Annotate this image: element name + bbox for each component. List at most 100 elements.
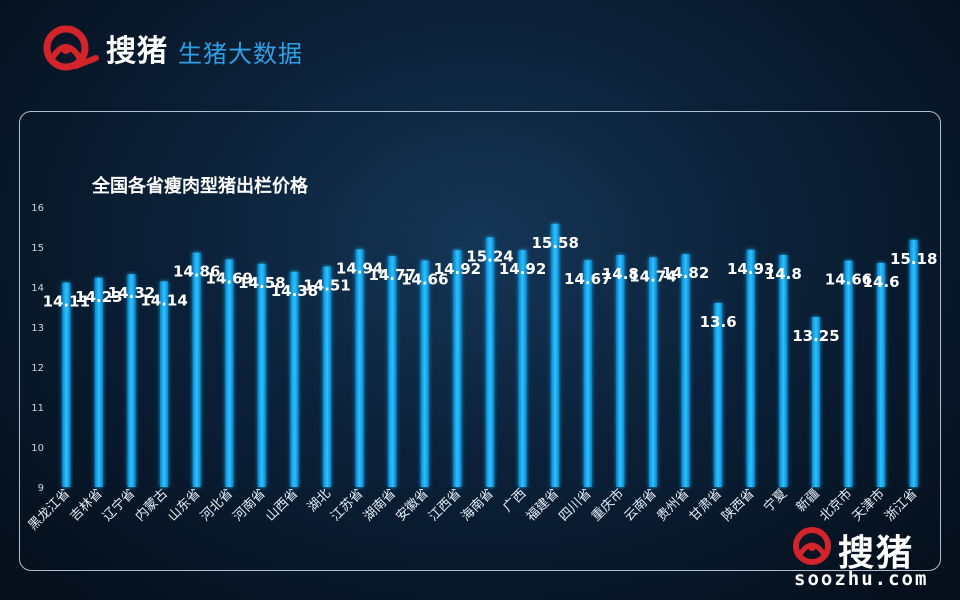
x-tick-label: 陕西省 bbox=[719, 486, 757, 524]
bar bbox=[909, 239, 918, 487]
y-tick-label: 11 bbox=[31, 403, 44, 414]
data-label: 15.58 bbox=[531, 234, 578, 252]
x-tick-label: 福建省 bbox=[524, 486, 562, 524]
bar bbox=[257, 263, 266, 487]
bar bbox=[486, 237, 494, 487]
data-label: 13.6 bbox=[700, 313, 737, 331]
bar bbox=[225, 259, 234, 487]
brand-logo: 搜猪 生猪大数据 bbox=[36, 22, 336, 72]
bar bbox=[714, 303, 723, 487]
bar bbox=[779, 255, 788, 487]
x-tick-label: 浙江省 bbox=[882, 486, 920, 524]
x-tick-label: 河北省 bbox=[198, 486, 236, 524]
bar bbox=[648, 257, 657, 487]
data-label: 14.82 bbox=[662, 264, 709, 282]
bar bbox=[844, 260, 853, 487]
data-label: 14.69 bbox=[206, 269, 253, 287]
data-label: 14.93 bbox=[727, 260, 774, 278]
brand-name: 搜猪 bbox=[106, 34, 168, 69]
x-tick-label: 江西省 bbox=[426, 486, 464, 524]
x-tick-label: 内蒙古 bbox=[132, 486, 171, 525]
y-tick-label: 15 bbox=[31, 243, 44, 254]
x-tick-label: 贵州省 bbox=[654, 486, 692, 524]
bar bbox=[290, 271, 299, 487]
data-label: 14.58 bbox=[238, 274, 285, 292]
bar bbox=[453, 250, 462, 487]
data-label: 14.11 bbox=[43, 293, 90, 311]
x-tick-label: 重庆市 bbox=[588, 486, 627, 525]
bar bbox=[811, 317, 820, 487]
y-tick-label: 14 bbox=[31, 283, 44, 294]
x-tick-label: 山东省 bbox=[165, 486, 203, 524]
data-label: 14.74 bbox=[629, 267, 676, 285]
bar bbox=[160, 281, 169, 487]
y-tick-label: 9 bbox=[38, 483, 44, 494]
x-tick-label: 黑龙江省 bbox=[26, 486, 73, 533]
data-label: 14.8 bbox=[765, 265, 802, 283]
bar bbox=[420, 260, 429, 487]
pig-watermark-icon bbox=[793, 527, 831, 565]
y-tick-label: 16 bbox=[31, 203, 44, 214]
watermark: 搜猪 soozhu.com bbox=[786, 524, 956, 596]
data-label: 14.23 bbox=[75, 288, 122, 306]
x-tick-label: 吉林省 bbox=[68, 486, 106, 524]
x-tick-label: 河南省 bbox=[230, 486, 269, 525]
x-tick-label: 天津市 bbox=[849, 486, 888, 525]
x-tick-label: 辽宁省 bbox=[99, 486, 138, 525]
x-tick-label: 新疆 bbox=[793, 486, 823, 516]
data-label: 14.66 bbox=[825, 271, 872, 289]
bar bbox=[518, 250, 527, 487]
x-tick-label: 广西 bbox=[500, 486, 529, 515]
bar bbox=[746, 249, 755, 487]
bar bbox=[323, 266, 332, 487]
x-tick-label: 山西省 bbox=[263, 486, 301, 524]
bar bbox=[616, 255, 625, 487]
y-tick-label: 12 bbox=[31, 363, 44, 374]
chart-panel bbox=[19, 111, 941, 571]
x-tick-label: 甘肃省 bbox=[687, 486, 725, 524]
bar bbox=[94, 277, 103, 487]
data-label: 15.18 bbox=[890, 250, 937, 268]
bar bbox=[192, 252, 201, 487]
bar bbox=[355, 249, 364, 487]
data-label: 14.92 bbox=[499, 260, 546, 278]
x-tick-label: 江苏省 bbox=[328, 486, 367, 525]
x-tick-label: 云南省 bbox=[621, 486, 660, 525]
x-tick-label: 湖南省 bbox=[360, 486, 399, 525]
data-label: 14.66 bbox=[401, 271, 448, 289]
bar bbox=[127, 274, 136, 487]
x-tick-label: 湖北 bbox=[305, 486, 334, 515]
data-label: 14.32 bbox=[108, 284, 155, 302]
x-tick-label: 海南省 bbox=[458, 486, 497, 525]
data-label: 14.77 bbox=[368, 266, 415, 284]
data-label: 14.6 bbox=[863, 273, 900, 291]
data-label: 14.67 bbox=[564, 270, 611, 288]
data-label: 14.94 bbox=[336, 259, 383, 277]
y-tick-label: 10 bbox=[31, 443, 44, 454]
brand-tagline: 生猪大数据 bbox=[178, 40, 303, 68]
data-label: 14.51 bbox=[303, 277, 350, 295]
data-label: 14.38 bbox=[271, 282, 318, 300]
x-tick-label: 安徽省 bbox=[393, 486, 431, 524]
watermark-url: soozhu.com bbox=[794, 568, 929, 590]
data-label: 14.14 bbox=[140, 291, 187, 309]
data-label: 13.25 bbox=[792, 327, 839, 345]
data-label: 14.86 bbox=[173, 263, 220, 281]
bar bbox=[62, 282, 71, 487]
watermark-name: 搜猪 bbox=[838, 532, 915, 574]
data-label: 15.24 bbox=[466, 247, 513, 265]
bar bbox=[583, 260, 592, 487]
y-tick-label: 13 bbox=[31, 323, 44, 334]
bar bbox=[681, 254, 690, 487]
pig-logo-icon bbox=[43, 25, 99, 71]
data-label: 14.92 bbox=[434, 260, 481, 278]
x-tick-label: 宁夏 bbox=[760, 486, 790, 516]
bar bbox=[551, 223, 560, 488]
x-tick-label: 北京市 bbox=[816, 486, 855, 525]
data-label: 14.8 bbox=[602, 265, 639, 283]
chart-title: 全国各省瘦肉型猪出栏价格 bbox=[92, 176, 308, 197]
x-tick-label: 四川省 bbox=[556, 486, 594, 524]
bar bbox=[877, 263, 886, 487]
bar bbox=[388, 256, 397, 487]
